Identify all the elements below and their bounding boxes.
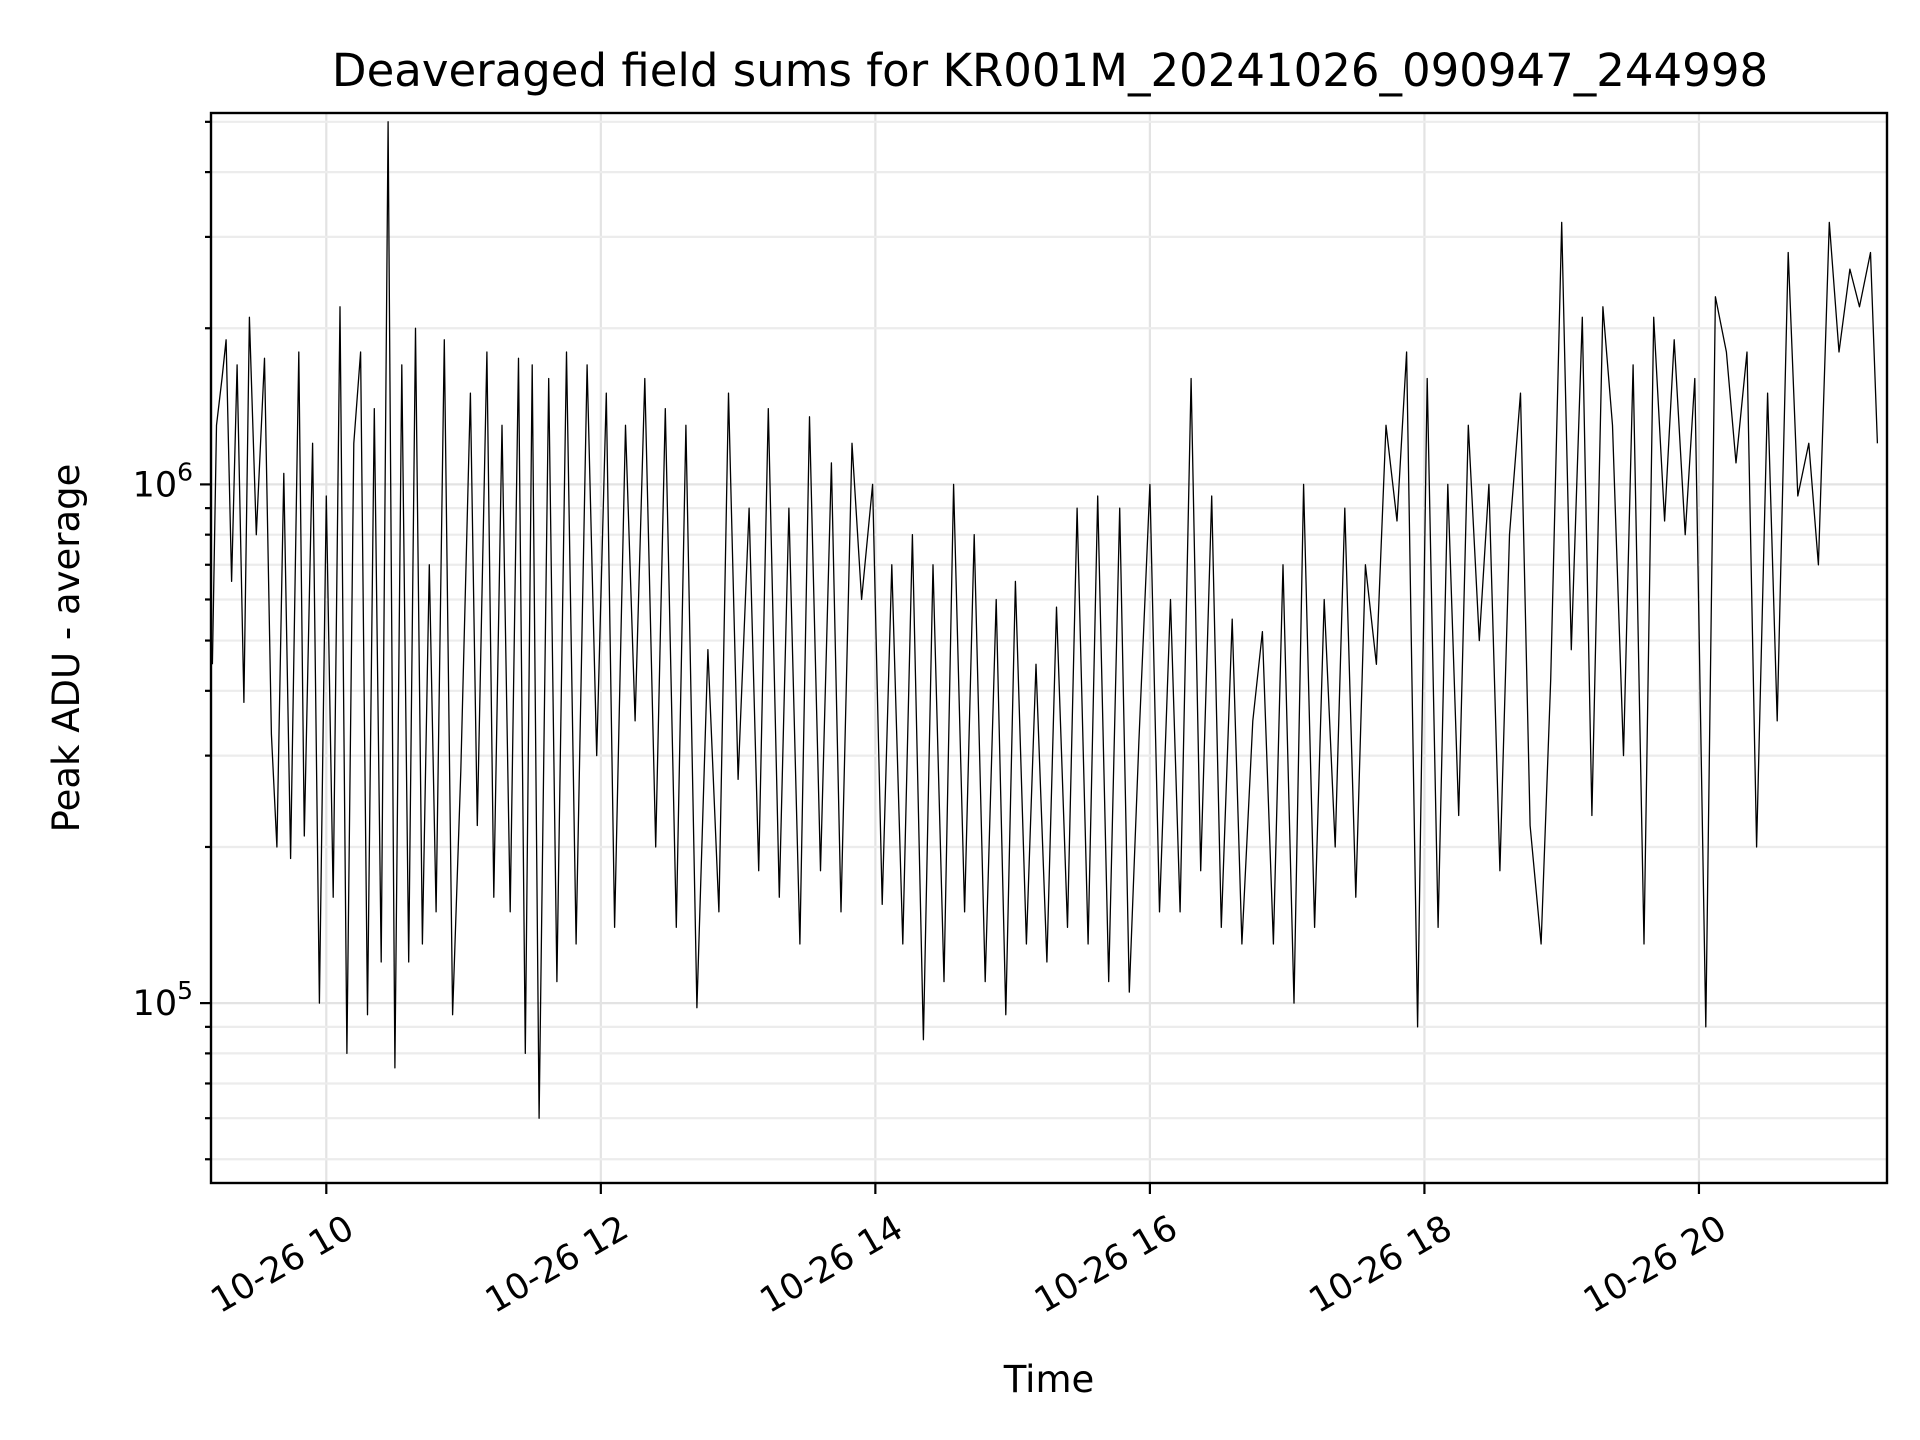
x-tick-label: 10-26 10 — [205, 1208, 361, 1321]
plot-frame — [209, 111, 1889, 1185]
x-tick-label: 10-26 20 — [1577, 1208, 1733, 1321]
chart-title: Deaveraged field sums for KR001M_2024102… — [332, 44, 1768, 97]
series-line — [211, 121, 1879, 1119]
x-tick-label: 10-26 12 — [479, 1208, 635, 1321]
x-tick-label: 10-26 14 — [754, 1208, 910, 1321]
y-tick-label: 106 — [133, 457, 193, 505]
y-tick-label: 105 — [133, 976, 193, 1024]
x-axis-label: Time — [1003, 1358, 1095, 1401]
axis-ticks: 10-26 10 10-26 12 10-26 14 10-26 16 10-26 18… — [133, 120, 1733, 1321]
x-tick-label: 10-26 16 — [1028, 1208, 1184, 1321]
grid — [211, 113, 1887, 1183]
y-axis-label: Peak ADU - average — [45, 464, 88, 833]
x-tick-label: 10-26 18 — [1303, 1208, 1459, 1321]
